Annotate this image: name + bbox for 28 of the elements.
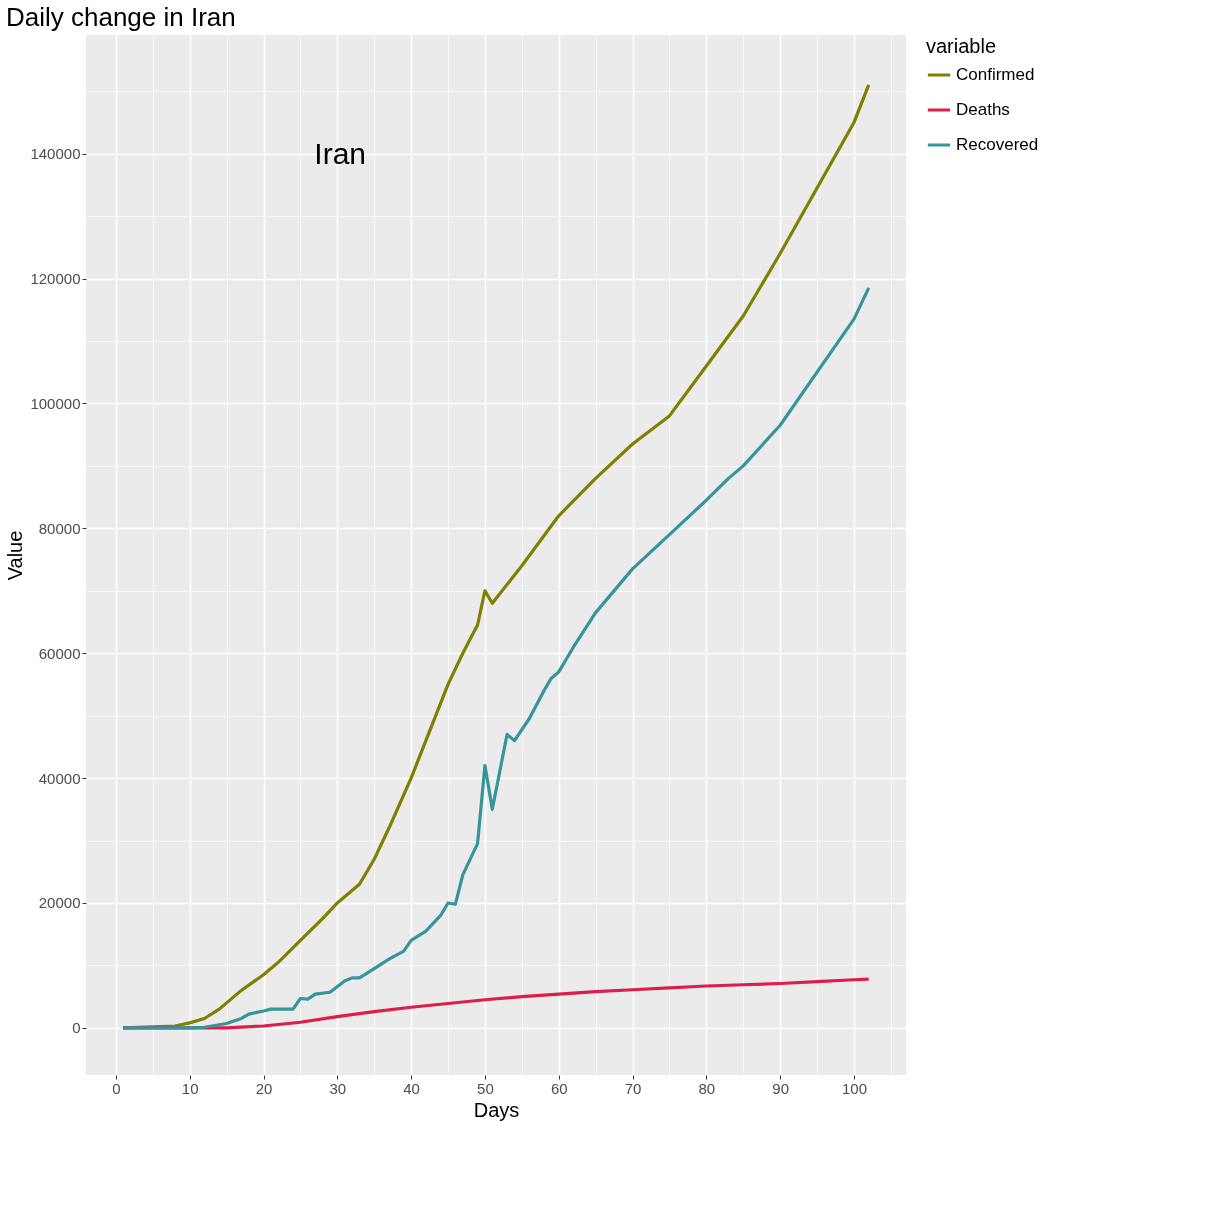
y-tick-label: 100000 <box>30 394 81 412</box>
x-axis-title: Days <box>473 1098 520 1121</box>
y-axis-title: Value <box>4 530 27 581</box>
x-tick-label: 40 <box>403 1079 420 1097</box>
x-tick-label: 20 <box>255 1079 273 1097</box>
legend-label: Recovered <box>956 135 1039 154</box>
y-tick-label: 80000 <box>38 519 81 537</box>
line-series <box>121 286 871 1030</box>
x-tick-label: 100 <box>841 1079 867 1097</box>
y-tick-label: 40000 <box>38 769 81 787</box>
legend-label: Deaths <box>956 100 1010 119</box>
x-tick-label: 30 <box>329 1079 347 1097</box>
y-tick-label: 0 <box>72 1019 81 1037</box>
x-tick-label: 70 <box>624 1079 642 1097</box>
x-tick-label: 90 <box>772 1079 789 1097</box>
y-tick-label: 20000 <box>38 894 81 912</box>
y-tick-label: 60000 <box>38 644 81 662</box>
x-tick-label: 50 <box>477 1079 494 1097</box>
y-tick-label: 120000 <box>30 270 81 288</box>
annotation: Iran <box>314 136 367 170</box>
legend-label: Confirmed <box>956 65 1035 84</box>
x-tick-label: 10 <box>181 1079 199 1097</box>
x-tick-label: 60 <box>550 1079 568 1097</box>
legend-title: variable <box>926 35 997 57</box>
y-tick-label: 140000 <box>30 145 81 163</box>
x-tick-label: 80 <box>698 1079 716 1097</box>
x-tick-label: 0 <box>112 1079 121 1097</box>
chart-title: Daily change in Iran <box>5 2 236 32</box>
